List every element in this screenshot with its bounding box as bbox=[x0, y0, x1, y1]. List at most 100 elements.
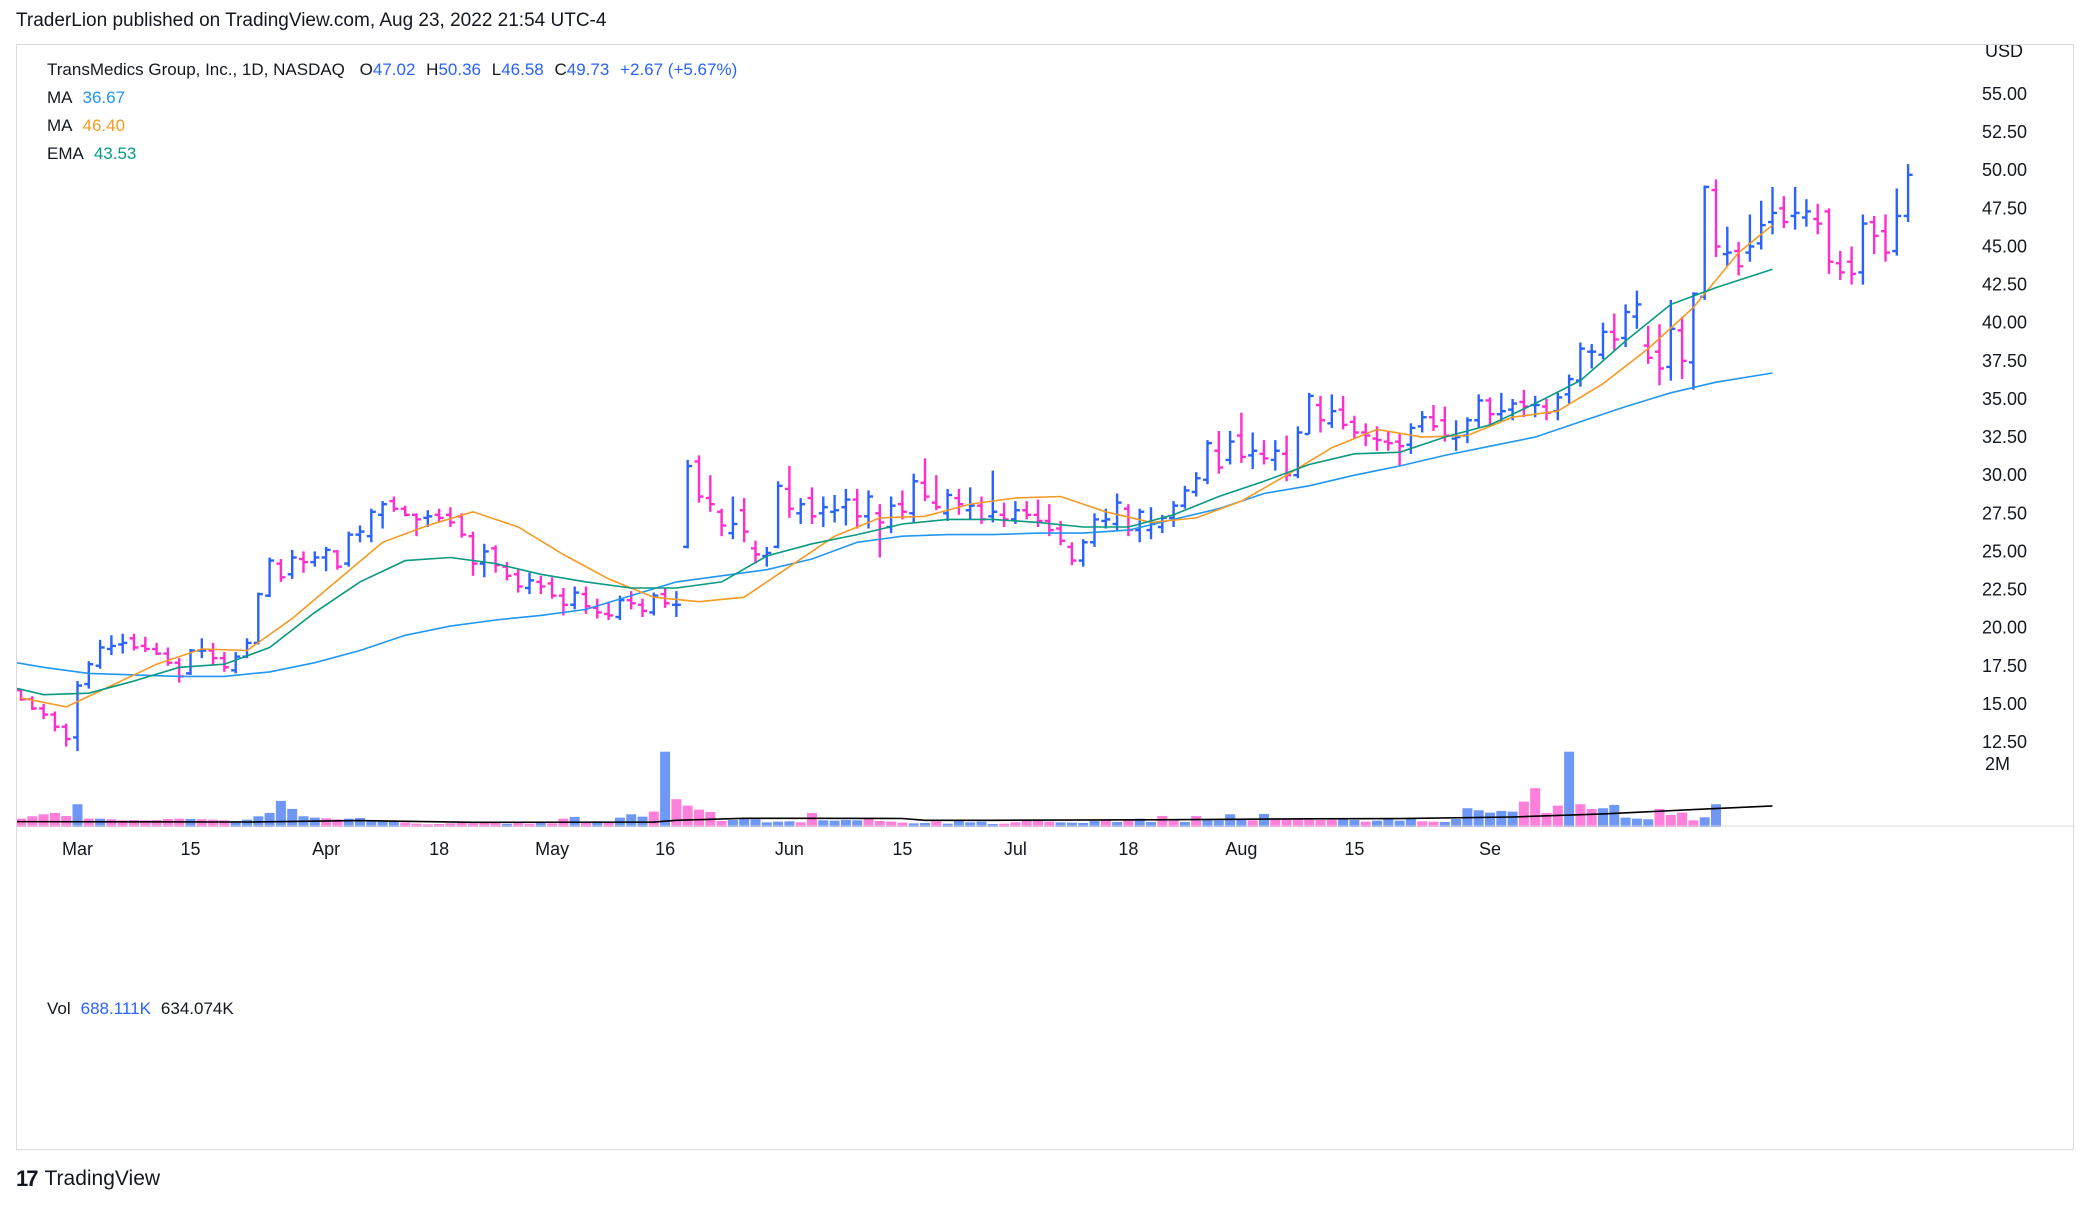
ma2-legend[interactable]: MA 46.40 bbox=[47, 116, 125, 136]
ohlc-bar bbox=[27, 696, 37, 710]
volume-bar bbox=[535, 821, 546, 827]
volume-bar bbox=[648, 811, 659, 827]
volume-bar bbox=[388, 821, 399, 827]
ema-legend[interactable]: EMA 43.53 bbox=[47, 144, 136, 164]
ohlc-bar bbox=[468, 531, 478, 576]
ohlc-bar bbox=[491, 545, 501, 573]
ohlc-bar bbox=[604, 601, 614, 621]
volume-bar bbox=[1631, 818, 1642, 827]
currency-label: USD bbox=[1985, 45, 2023, 61]
ohlc-bar bbox=[95, 639, 105, 669]
volume-bar bbox=[1665, 814, 1676, 827]
volume-bar bbox=[1236, 818, 1247, 827]
ohlc-bar bbox=[50, 711, 60, 732]
ohlc-bar bbox=[931, 475, 941, 511]
volume-bar bbox=[660, 751, 671, 827]
symbol-legend[interactable]: TransMedics Group, Inc., 1D, NASDAQ O47.… bbox=[47, 60, 737, 80]
volume-bar bbox=[1609, 804, 1620, 827]
volume-bar bbox=[468, 823, 478, 827]
volume-bar bbox=[1179, 821, 1190, 827]
chart-canvas[interactable]: USD 55.00 52.50 50.00 47.50 45.00 42.50 40.00 37… bbox=[17, 45, 2073, 1149]
volume-bar bbox=[490, 822, 501, 827]
footer-brand[interactable]: 17 TradingView bbox=[16, 1166, 160, 1192]
ohlc-bar bbox=[1881, 214, 1890, 262]
moving-averages bbox=[17, 224, 1774, 708]
ohlc-bar bbox=[1123, 504, 1133, 537]
low-label: L bbox=[491, 60, 502, 79]
ma1-legend[interactable]: MA 36.67 bbox=[47, 88, 125, 108]
ohlc-bar bbox=[1067, 542, 1077, 566]
ohlc-bar bbox=[73, 681, 82, 752]
ohlc-bar bbox=[954, 488, 964, 515]
ohlc-bar bbox=[1485, 397, 1495, 427]
volume-bar bbox=[886, 821, 897, 827]
volume-bar bbox=[829, 820, 840, 827]
volume-bar bbox=[264, 812, 275, 827]
ohlc-bar bbox=[1225, 430, 1235, 465]
volume-bar bbox=[547, 823, 558, 827]
volume-bar bbox=[49, 812, 60, 827]
ohlc-bar bbox=[265, 557, 275, 598]
ohlc-bar bbox=[841, 488, 851, 526]
volume-bar bbox=[671, 799, 682, 827]
volume-bar bbox=[1157, 815, 1168, 827]
tradingview-logo-icon: 17 bbox=[16, 1166, 39, 1191]
volume-bar bbox=[626, 814, 637, 827]
volume-bar bbox=[1281, 818, 1292, 827]
ohlc-bar bbox=[219, 652, 229, 672]
ohlc-bar bbox=[1349, 415, 1359, 439]
volume-bar bbox=[897, 822, 908, 827]
volume-bar bbox=[784, 821, 795, 827]
x-tick-label: 18 bbox=[1118, 839, 1138, 859]
ohlc-bar bbox=[310, 551, 320, 567]
volume-bar bbox=[1360, 821, 1371, 827]
ohlc-bar bbox=[106, 635, 116, 656]
ohlc-bar bbox=[287, 549, 297, 579]
ohlc-bar bbox=[1135, 508, 1145, 543]
ema-line bbox=[17, 268, 1773, 696]
volume-bar bbox=[366, 820, 377, 827]
volume-bar bbox=[524, 823, 535, 827]
ohlc-bar bbox=[445, 507, 455, 528]
volume-bar bbox=[287, 808, 298, 827]
ohlc-bar bbox=[1722, 226, 1732, 267]
volume-bar bbox=[456, 822, 467, 827]
volume-bar bbox=[1247, 820, 1258, 827]
volume-bar bbox=[1078, 822, 1089, 827]
volume-bar bbox=[581, 822, 591, 827]
x-tick-label: 15 bbox=[892, 839, 912, 859]
ohlc-bar bbox=[1801, 199, 1811, 227]
volume-bar bbox=[739, 818, 750, 827]
volume-bar bbox=[151, 819, 162, 827]
volume-bar bbox=[230, 820, 241, 827]
chart-frame[interactable]: USD 55.00 52.50 50.00 47.50 45.00 42.50 40.00 37… bbox=[16, 44, 2074, 1150]
volume-bar bbox=[1541, 812, 1552, 827]
y-tick-label: 35.00 bbox=[1982, 389, 2027, 409]
volume-bar bbox=[1417, 821, 1428, 827]
volume-legend[interactable]: Vol 688.111K 634.074K bbox=[47, 999, 234, 1019]
ohlc-bar bbox=[1542, 398, 1551, 421]
volume-bar bbox=[592, 821, 603, 827]
volume-bar bbox=[874, 820, 885, 827]
ohlc-bar bbox=[118, 633, 128, 654]
ohlc-bar bbox=[1745, 214, 1755, 262]
ma-orange-line bbox=[20, 224, 1774, 708]
volume-bar bbox=[716, 820, 727, 827]
volume-bar bbox=[953, 820, 964, 827]
volume-tick-label: 2M bbox=[1985, 754, 2010, 774]
y-tick-label: 42.50 bbox=[1982, 275, 2027, 295]
ohlc-bar bbox=[1429, 405, 1438, 431]
ohlc-bar bbox=[751, 540, 760, 564]
ohlc-bar bbox=[1869, 215, 1879, 255]
volume-bar bbox=[920, 822, 930, 827]
ohlc-bar bbox=[1655, 324, 1664, 386]
volume-bar bbox=[140, 820, 151, 827]
volume-bar bbox=[1304, 819, 1315, 827]
y-tick-label: 50.00 bbox=[1982, 160, 2027, 180]
volume-bar bbox=[1485, 812, 1495, 827]
x-tick-label: 16 bbox=[655, 839, 675, 859]
ohlc-bar bbox=[1044, 504, 1054, 537]
y-tick-label: 20.00 bbox=[1982, 618, 2027, 638]
published-header: TraderLion published on TradingView.com,… bbox=[16, 10, 607, 31]
x-tick-label: Mar bbox=[62, 839, 93, 859]
